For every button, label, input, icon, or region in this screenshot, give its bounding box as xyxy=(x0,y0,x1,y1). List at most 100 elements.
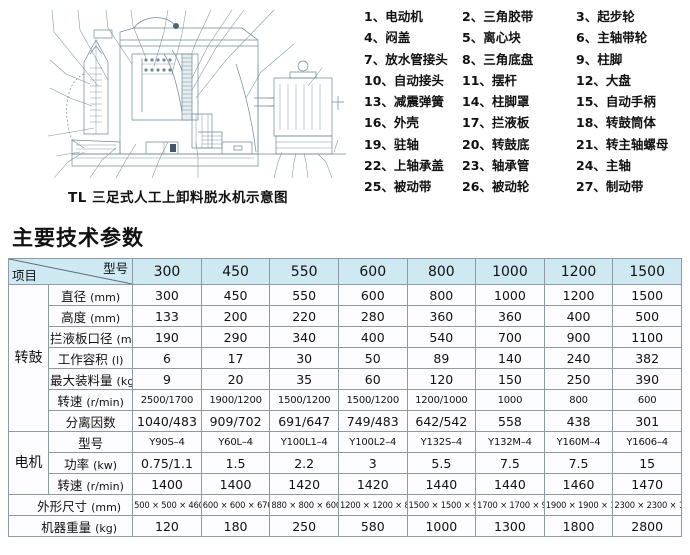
cell-600: 60 xyxy=(337,368,408,390)
row-label: 高度 (mm) xyxy=(48,305,134,327)
legend-item: 27、制动带 xyxy=(576,179,644,195)
model-header-1500: 1500 xyxy=(612,258,682,285)
legend-item: 20、转鼓底 xyxy=(462,136,530,152)
legend-item: 14、柱脚罩 xyxy=(462,94,530,110)
table-row: 电机 型号 Y90S–4 Y60L–4 Y100L1–4 Y100L2–4 Y132S–4 Y… xyxy=(7,431,682,495)
cell-1000: 1000 xyxy=(475,389,545,411)
cell-1200: 438 xyxy=(543,410,614,432)
cell-450: 20 xyxy=(200,368,271,390)
row-label: 型号 xyxy=(48,431,134,453)
cell-600: 1200 × 1200 × 810 xyxy=(337,494,408,516)
cell-300: 120 xyxy=(132,515,202,537)
cell-600: 1500/1200 xyxy=(337,389,408,411)
cell-1000: 1440 xyxy=(475,473,545,495)
cell-300: 2500/1700 xyxy=(132,389,202,411)
cell-1500: 1470 xyxy=(612,473,682,495)
cell-450: 909/702 xyxy=(200,410,271,432)
table-row: 高度 (mm) 133 200 220 280 360 360 400 500 xyxy=(9,305,682,327)
cell-1000: 1300 xyxy=(475,515,545,537)
cell-300: 133 xyxy=(132,305,202,327)
cell-800: 1000 xyxy=(406,515,477,537)
cell-800: 540 xyxy=(406,326,477,348)
legend-item: 15、自动手柄 xyxy=(576,94,656,110)
model-header-300: 300 xyxy=(132,258,202,285)
cell-600: 580 xyxy=(337,515,408,537)
legend-item: 4、闷盖 xyxy=(364,30,411,46)
row-label: 工作容积 (l) xyxy=(48,347,134,369)
cell-550: Y100L1–4 xyxy=(269,431,339,453)
row-label: 转速 (r/min) xyxy=(48,473,134,495)
cell-1500: 1500 xyxy=(612,284,682,306)
cell-600: 1420 xyxy=(337,473,408,495)
cell-1200: Y160M–4 xyxy=(543,431,614,453)
row-label: 机器重量 (kg) xyxy=(7,515,134,537)
cell-550: 250 xyxy=(269,515,339,537)
legend-item: 21、转主轴螺母 xyxy=(576,136,669,152)
cell-1200: 1800 xyxy=(543,515,614,537)
table-row: 转速 (r/min) 2500/1700 1900/1200 1500/1200 150… xyxy=(9,389,682,411)
legend-item: 18、转鼓筒体 xyxy=(576,115,656,131)
cell-1000: 558 xyxy=(475,410,545,432)
cell-300: 1040/483 xyxy=(132,410,202,432)
cell-800: 1440 xyxy=(406,473,477,495)
legend-item: 17、拦液板 xyxy=(462,115,530,131)
cell-800: 1200/1000 xyxy=(406,389,477,411)
cell-550: 550 xyxy=(269,284,339,306)
legend-item: 26、被动轮 xyxy=(462,179,530,195)
table-row: 外形尺寸 (mm) 500 × 500 × 460 600 × 600 × 670 8… xyxy=(7,494,682,516)
cell-550: 691/647 xyxy=(269,410,339,432)
table-row: 工作容积 (l) 6 17 30 50 89 140 240 382 xyxy=(9,347,682,369)
legend-item: 25、被动带 xyxy=(364,179,432,195)
row-label: 分离因数 xyxy=(48,410,134,432)
cell-450: 290 xyxy=(200,326,271,348)
cell-1500: 390 xyxy=(612,368,682,390)
cell-550: 1420 xyxy=(269,473,339,495)
model-header-600: 600 xyxy=(337,258,408,285)
cell-800: 89 xyxy=(406,347,477,369)
legend-item: 5、离心块 xyxy=(462,30,521,46)
table-row: 转速 (r/min) 1400 1400 1420 1420 1440 1440 1460 14… xyxy=(9,473,682,495)
legend-item: 16、外壳 xyxy=(364,115,419,131)
cell-300: 9 xyxy=(132,368,202,390)
cell-800: Y132S–4 xyxy=(406,431,477,453)
cell-600: 3 xyxy=(337,452,408,474)
cell-1200: 1460 xyxy=(543,473,614,495)
spec-table-body: 项目 型号 300 450 550 600 800 1000 1200 1500 转鼓 直径 (mm)… xyxy=(7,258,682,537)
cell-1000: 700 xyxy=(475,326,545,348)
cell-550: 340 xyxy=(269,326,339,348)
cell-450: 1900/1200 xyxy=(200,389,271,411)
cell-450: 200 xyxy=(200,305,271,327)
cell-1500: 301 xyxy=(612,410,682,432)
diagonal-divider-icon xyxy=(9,259,132,284)
cell-800: 1500 × 1500 × 980 xyxy=(406,494,477,516)
cell-1200: 800 xyxy=(543,389,614,411)
parts-legend: 1、电动机 2、三角胶带 3、起步轮 4、闷盖 5、离心块 6、主轴带轮 7、放… xyxy=(360,6,690,198)
cell-1500: 15 xyxy=(612,452,682,474)
legend-item: 22、上轴承盖 xyxy=(364,158,444,174)
cell-1500: 2300 × 2300 × 1300 xyxy=(612,494,682,516)
cell-450: 17 xyxy=(200,347,271,369)
cell-1200: 900 xyxy=(543,326,614,348)
legend-item: 8、三角底盘 xyxy=(462,51,534,67)
cell-300: 0.75/1.1 xyxy=(132,452,202,474)
legend-item: 19、驻轴 xyxy=(364,136,419,152)
cell-1500: 500 xyxy=(612,305,682,327)
model-header-1200: 1200 xyxy=(543,258,614,285)
cell-1500: 1100 xyxy=(612,326,682,348)
row-label: 最大装料量 (kg) xyxy=(48,368,134,390)
cell-600: 280 xyxy=(337,305,408,327)
cell-550: 220 xyxy=(269,305,339,327)
model-header-450: 450 xyxy=(200,258,271,285)
cell-1000: 360 xyxy=(475,305,545,327)
model-header-550: 550 xyxy=(269,258,339,285)
page-title: 主要技术参数 xyxy=(12,226,144,250)
row-label: 功率 (kw) xyxy=(48,452,134,474)
legend-item: 13、减震弹簧 xyxy=(364,94,444,110)
cell-800: 642/542 xyxy=(406,410,477,432)
cell-450: 180 xyxy=(200,515,271,537)
legend-item: 6、主轴带轮 xyxy=(576,30,648,46)
cell-1000: 150 xyxy=(475,368,545,390)
